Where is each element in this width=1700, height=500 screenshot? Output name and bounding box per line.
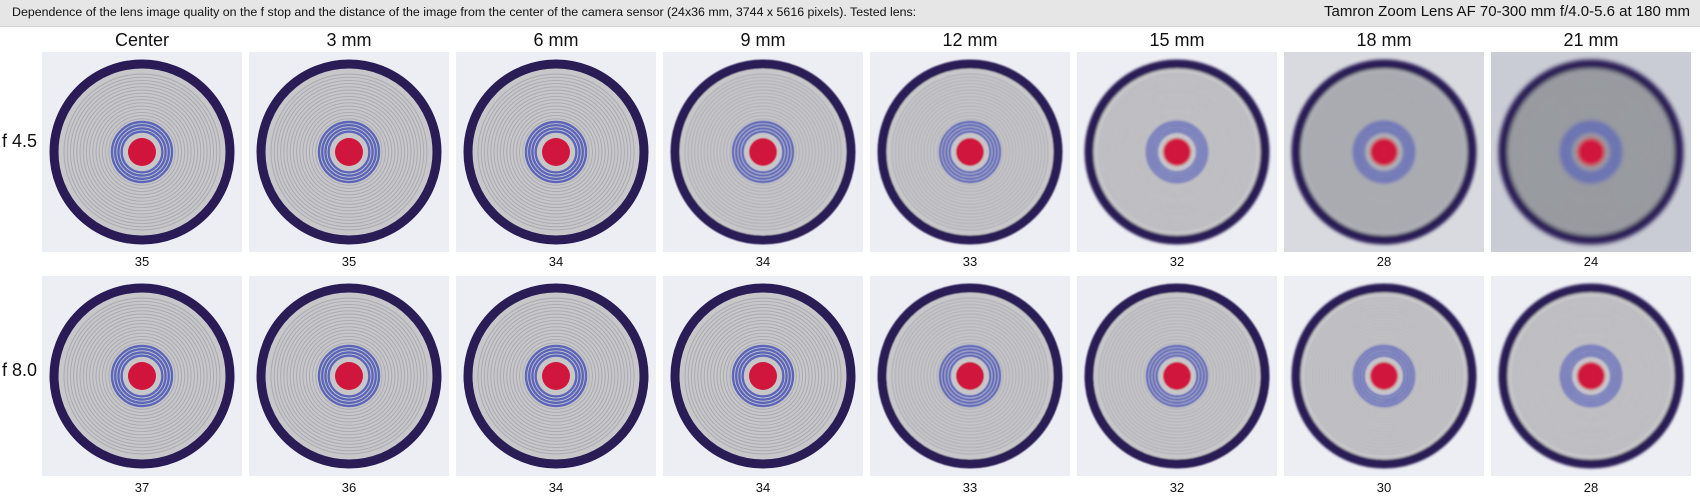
quality-score: 34 bbox=[755, 254, 771, 269]
column-label-6mm: 6 mm bbox=[533, 30, 579, 50]
column-label-21mm: 21 mm bbox=[1563, 30, 1619, 50]
quality-score: 33 bbox=[962, 254, 978, 269]
quality-score: 28 bbox=[1583, 480, 1599, 495]
test-target-image bbox=[1077, 52, 1277, 252]
row-label-f8-0: f 8.0 bbox=[2, 360, 38, 380]
column-label-9mm: 9 mm bbox=[740, 30, 786, 50]
test-target-image bbox=[1491, 52, 1691, 252]
column-label-center: Center bbox=[114, 30, 170, 50]
quality-score: 28 bbox=[1376, 254, 1392, 269]
column-label-15mm: 15 mm bbox=[1149, 30, 1205, 50]
test-target-image bbox=[663, 52, 863, 252]
quality-score: 36 bbox=[341, 480, 357, 495]
test-target-image bbox=[456, 52, 656, 252]
test-target-image bbox=[42, 52, 242, 252]
test-target-image bbox=[249, 276, 449, 476]
test-target-image bbox=[249, 52, 449, 252]
test-target-image bbox=[1284, 276, 1484, 476]
quality-score: 35 bbox=[341, 254, 357, 269]
quality-score: 37 bbox=[134, 480, 150, 495]
header-bar: Dependence of the lens image quality on … bbox=[0, 0, 1700, 27]
test-target-image bbox=[1077, 276, 1277, 476]
quality-score: 24 bbox=[1583, 254, 1599, 269]
row-label-f4-5: f 4.5 bbox=[2, 131, 38, 151]
column-label-3mm: 3 mm bbox=[326, 30, 372, 50]
column-label-18mm: 18 mm bbox=[1356, 30, 1412, 50]
column-label-12mm: 12 mm bbox=[942, 30, 998, 50]
quality-score: 34 bbox=[548, 254, 564, 269]
test-target-image bbox=[1491, 276, 1691, 476]
quality-score: 34 bbox=[548, 480, 564, 495]
test-target-image bbox=[870, 276, 1070, 476]
test-target-image bbox=[42, 276, 242, 476]
quality-score: 33 bbox=[962, 480, 978, 495]
test-target-image bbox=[663, 276, 863, 476]
header-description: Dependence of the lens image quality on … bbox=[12, 5, 917, 19]
quality-score: 34 bbox=[755, 480, 771, 495]
quality-score: 30 bbox=[1376, 480, 1392, 495]
test-target-image bbox=[1284, 52, 1484, 252]
test-target-image bbox=[870, 52, 1070, 252]
test-target-image bbox=[456, 276, 656, 476]
quality-score: 32 bbox=[1169, 480, 1185, 495]
quality-score: 35 bbox=[134, 254, 150, 269]
tested-lens-name: Tamron Zoom Lens AF 70-300 mm f/4.0-5.6 … bbox=[1324, 3, 1690, 20]
quality-score: 32 bbox=[1169, 254, 1185, 269]
